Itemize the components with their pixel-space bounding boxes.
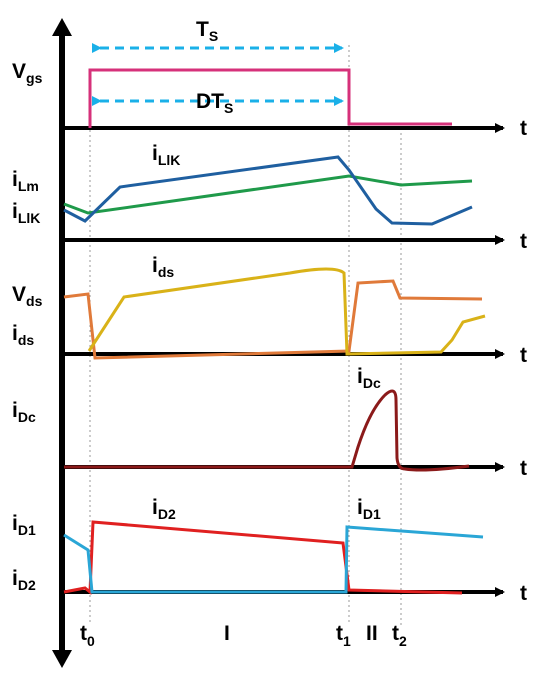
ts-label: TS <box>196 18 218 44</box>
ids-curve-label: ids <box>152 254 174 280</box>
t2-label: t2 <box>392 622 407 649</box>
t-label-3: t <box>520 344 527 367</box>
vgs-label: Vgs <box>12 60 43 86</box>
signal-labels: Vgs iLm iLlK Vds ids iDc iD1 iD2 <box>12 60 43 593</box>
vds-label: Vds <box>12 283 43 309</box>
time-axes <box>62 123 505 597</box>
curve-labels: iLlK ids iDc iD2 iD1 <box>152 142 381 522</box>
time-labels: t0 I t1 II t2 <box>80 622 407 649</box>
id2-label: iD2 <box>12 567 36 593</box>
idc-waveform <box>64 389 470 472</box>
time-guides <box>89 45 402 625</box>
t1-label: t1 <box>336 622 351 649</box>
vertical-axis <box>52 18 72 668</box>
id1-label: iD1 <box>12 512 36 538</box>
t-label-5: t <box>520 582 527 605</box>
id1-waveform <box>63 525 484 594</box>
dts-label: DTS <box>196 90 233 116</box>
t-label-2: t <box>520 230 527 253</box>
id1-curve-label: iD1 <box>357 496 381 522</box>
ids-label: ids <box>12 322 34 348</box>
idc-curve-label: iDc <box>357 365 381 391</box>
id2-waveform <box>63 520 463 596</box>
ilk-label: iLlK <box>12 200 40 226</box>
idc-label: iDc <box>12 399 36 425</box>
t-label-1: t <box>520 117 527 140</box>
t-label-4: t <box>520 457 527 480</box>
interval-1-label: I <box>224 622 230 645</box>
ilm-waveform <box>63 174 473 215</box>
ilm-label: iLm <box>12 168 39 194</box>
ilk-waveform <box>63 155 473 226</box>
ids-waveform <box>87 267 486 356</box>
ilk-curve-label: iLlK <box>152 142 180 168</box>
t0-label: t0 <box>80 622 95 649</box>
vgs-waveform <box>88 68 452 128</box>
id2-curve-label: iD2 <box>152 496 176 522</box>
vds-waveform <box>63 279 483 360</box>
period-arrows <box>92 43 344 106</box>
t-axis-labels: t t t t t <box>520 117 527 605</box>
interval-2-label: II <box>366 622 378 645</box>
